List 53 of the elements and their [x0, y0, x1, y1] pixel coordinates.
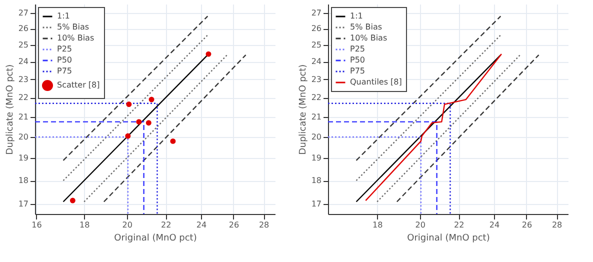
- y-axis-title: Duplicate (MnO pct): [298, 64, 308, 155]
- legend-label: P50: [57, 56, 72, 64]
- y-tick-label: 22: [18, 93, 28, 102]
- y-tick-label: 27: [311, 8, 322, 18]
- x-tick-label: 16: [32, 220, 42, 230]
- legend-label: P25: [57, 44, 72, 54]
- legend-label: Quantiles [8]: [350, 78, 402, 86]
- x-tick-label: 18: [372, 220, 383, 230]
- y-tick-label: 19: [18, 154, 28, 163]
- y-tick-label: 20: [311, 132, 322, 142]
- y-tick-label: 26: [18, 24, 28, 34]
- legend-label: Scatter [8]: [57, 80, 100, 90]
- legend-label: 1:1: [350, 12, 363, 20]
- y-tick-label: 22: [311, 93, 322, 102]
- y-tick-label: 21: [311, 112, 322, 122]
- y-tick-label: 27: [18, 8, 28, 18]
- x-tick-label: 26: [228, 220, 240, 230]
- y-tick-label: 24: [311, 57, 322, 66]
- y-tick-label: 17: [311, 200, 322, 209]
- x-axis-title: Original (MnO pct): [114, 234, 197, 244]
- y-tick-label: 18: [18, 176, 28, 186]
- y-tick-label: 20: [18, 132, 28, 142]
- legend-label: 10% Bias: [57, 34, 94, 42]
- y-tick-label: 23: [311, 74, 322, 84]
- x-tick-label: 24: [196, 220, 207, 230]
- x-tick-label: 22: [161, 220, 172, 230]
- legend-label: P75: [350, 66, 366, 76]
- x-axis-title: Original (MnO pct): [407, 234, 490, 244]
- legend-label: 1:1: [57, 12, 70, 20]
- x-tick-label: 18: [80, 220, 90, 230]
- legend-label: 5% Bias: [57, 22, 90, 32]
- x-tick-label: 22: [454, 220, 464, 230]
- x-tick-label: 28: [552, 220, 562, 230]
- x-tick-label: 26: [522, 220, 532, 230]
- legend-label: P50: [350, 56, 366, 64]
- x-tick-label: 20: [122, 220, 132, 230]
- y-tick-label: 21: [18, 112, 28, 122]
- y-tick-label: 18: [311, 176, 322, 186]
- y-tick-label: 25: [18, 40, 28, 50]
- y-tick-label: 24: [18, 57, 28, 66]
- y-tick-label: 25: [311, 40, 322, 50]
- legend-label: 5% Bias: [350, 22, 382, 32]
- y-axis-title: Duplicate (MnO pct): [5, 64, 16, 155]
- y-tick-label: 26: [311, 24, 322, 34]
- y-tick-label: 23: [18, 74, 28, 84]
- legend-label: 10% Bias: [350, 34, 388, 42]
- y-tick-label: 17: [18, 200, 28, 209]
- legend-label: P25: [350, 44, 366, 54]
- x-tick-label: 20: [415, 220, 426, 230]
- x-tick-label: 28: [258, 220, 270, 230]
- y-tick-label: 19: [311, 154, 322, 163]
- legend-label: P75: [57, 66, 72, 76]
- x-tick-label: 24: [489, 220, 500, 230]
